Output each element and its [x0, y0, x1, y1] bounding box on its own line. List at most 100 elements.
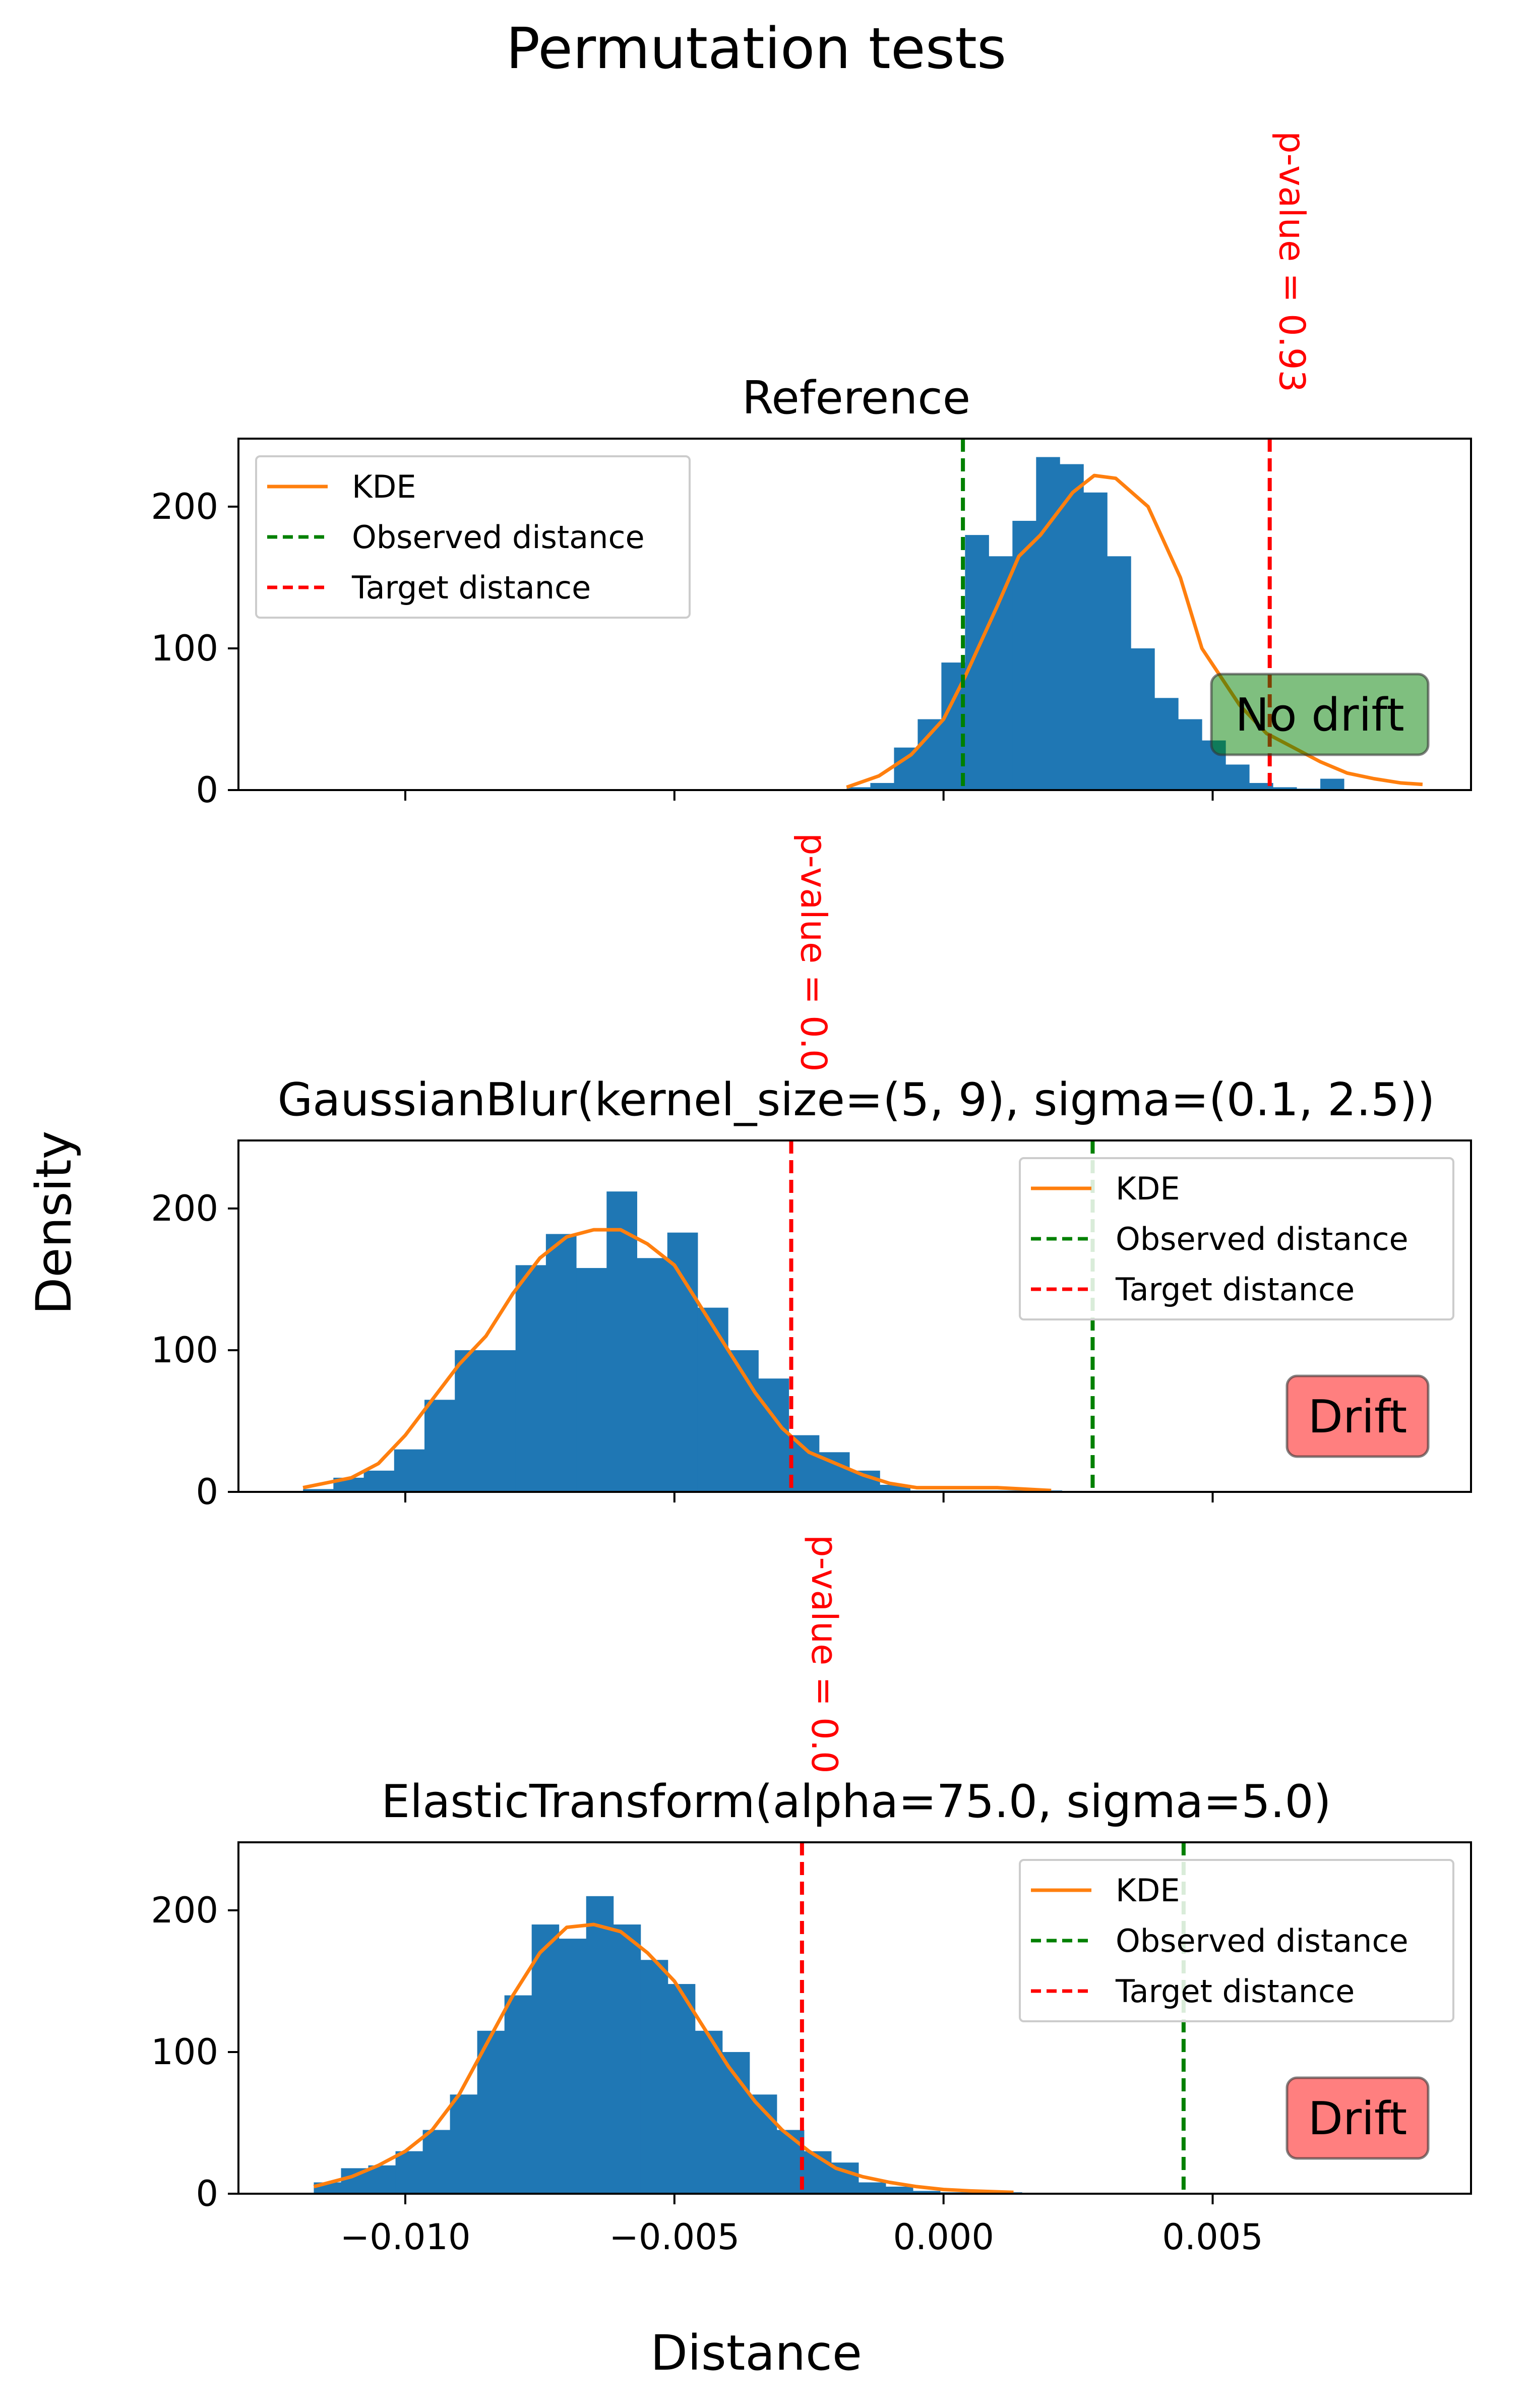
- histogram-bar: [394, 1449, 425, 1492]
- histogram-bar: [758, 1378, 789, 1492]
- legend-frame: [1019, 1859, 1454, 2022]
- p-value-label: p-value = 0.0: [793, 833, 834, 1072]
- histogram-bar: [477, 2030, 505, 2194]
- histogram-bar: [613, 1924, 641, 2194]
- histogram-bar: [846, 787, 871, 790]
- histogram-bar: [1107, 556, 1131, 790]
- histogram-bar: [424, 1400, 455, 1492]
- histogram-bar: [1131, 648, 1155, 790]
- histogram-bar: [667, 1232, 698, 1492]
- histogram-bar: [989, 556, 1013, 790]
- histogram-bar: [606, 1191, 638, 1492]
- status-box: [1285, 1374, 1430, 1458]
- histogram-bar: [637, 1258, 668, 1492]
- histogram-bar: [576, 1268, 607, 1492]
- histogram-bar: [722, 2052, 750, 2194]
- histogram-bar: [422, 2130, 451, 2194]
- x-tick-label: 0.005: [1162, 2216, 1263, 2258]
- status-box: [1285, 2076, 1430, 2160]
- histogram-bar: [545, 1234, 577, 1492]
- histogram-bar: [870, 782, 894, 790]
- histogram-bar: [368, 2165, 396, 2194]
- status-label: No drift: [1235, 689, 1404, 742]
- figure-suptitle: Permutation tests: [506, 16, 1007, 82]
- legend-target-distance-label: Target distance: [351, 569, 591, 606]
- x-tick-label: 0.000: [893, 2216, 994, 2258]
- legend-target-distance-label: Target distance: [1115, 1271, 1355, 1308]
- histogram-bar: [695, 2030, 723, 2194]
- histogram-bar: [515, 1265, 546, 1492]
- subplots: p-value = 0.93 Reference 0 100 200 KDE Observe…: [151, 131, 1472, 2258]
- subplot-title: GaussianBlur(kernel_size=(5, 9), sigma=(…: [277, 1073, 1435, 1126]
- subplot-2: p-value = 0.0GaussianBlur(kernel_size=(5…: [151, 833, 1472, 1513]
- x-tick-label: −0.005: [609, 2216, 740, 2258]
- histogram-bar: [885, 2186, 913, 2194]
- x-tick-label: −0.010: [340, 2216, 470, 2258]
- histogram-bar: [1060, 464, 1084, 790]
- y-tick-label: 200: [151, 1890, 218, 1931]
- axes-frame: [237, 1139, 1472, 1493]
- legend: KDE Observed distance Target distance: [1019, 1157, 1454, 1320]
- figure-ylabel: Density: [26, 1131, 82, 1315]
- histogram-bar: [697, 1307, 728, 1492]
- histogram-bar: [1178, 719, 1202, 790]
- axes-frame: [237, 1841, 1472, 2195]
- histogram-bar: [788, 1435, 820, 1492]
- histogram-bar: [303, 1489, 334, 1492]
- histogram-bar: [485, 1350, 516, 1492]
- histogram-bar: [917, 719, 942, 790]
- histogram-bar: [894, 747, 918, 790]
- histogram-bar: [776, 2130, 805, 2194]
- legend-frame: [255, 455, 691, 619]
- histogram-bar: [1154, 698, 1179, 790]
- histogram-bar: [1226, 764, 1250, 790]
- status-label: Drift: [1308, 1391, 1407, 1443]
- histogram-bar: [363, 1470, 395, 1492]
- histogram-bar: [667, 1984, 696, 2194]
- legend: KDE Observed distance Target distance: [1019, 1859, 1454, 2022]
- status-label: Drift: [1308, 2092, 1407, 2145]
- status-box: [1210, 673, 1430, 756]
- histogram-bar: [450, 2094, 478, 2194]
- p-value-label: p-value = 0.0: [804, 1535, 845, 1774]
- histogram-bar: [504, 1995, 532, 2194]
- histogram-bar: [1320, 778, 1344, 790]
- histogram-bar: [640, 1960, 668, 2194]
- histogram-bar: [586, 1896, 614, 2194]
- histogram-bar: [1036, 457, 1060, 790]
- y-tick-label: 100: [151, 628, 218, 669]
- y-tick-label: 200: [151, 1188, 218, 1229]
- subplot-3: p-value = 0.0ElasticTransform(alpha=75.0…: [151, 1535, 1472, 2258]
- kde-line: [846, 473, 1423, 789]
- histogram-bar: [395, 2151, 423, 2194]
- legend-observed-distance-label: Observed distance: [1116, 1221, 1408, 1257]
- legend-kde-label: KDE: [1116, 1170, 1180, 1207]
- legend-target-distance-label: Target distance: [1115, 1973, 1355, 2010]
- y-tick-label: 0: [196, 1471, 218, 1513]
- kde-line: [302, 1228, 1052, 1492]
- subplot-title: ElasticTransform(alpha=75.0, sigma=5.0): [381, 1775, 1331, 1828]
- legend-frame: [1019, 1157, 1454, 1320]
- p-value-label: p-value = 0.93: [1271, 131, 1313, 392]
- y-tick-label: 200: [151, 486, 218, 527]
- legend-kde-label: KDE: [1116, 1872, 1180, 1909]
- legend-observed-distance-label: Observed distance: [352, 519, 645, 556]
- figure-xlabel: Distance: [650, 2325, 862, 2381]
- histogram-bar: [858, 2182, 886, 2194]
- kde-line: [313, 1922, 1014, 2194]
- axes-frame: [237, 438, 1472, 791]
- y-tick-label: 100: [151, 2031, 218, 2073]
- legend-observed-distance-label: Observed distance: [1116, 1922, 1408, 1959]
- histogram-bar: [1273, 787, 1297, 790]
- histogram-bar: [965, 535, 989, 790]
- histogram-bar: [1083, 492, 1108, 790]
- y-tick-label: 0: [196, 769, 218, 811]
- histogram-bar: [559, 1939, 587, 2194]
- histogram-bar: [455, 1350, 485, 1492]
- y-tick-label: 0: [196, 2173, 218, 2214]
- subplot-title: Reference: [742, 372, 970, 425]
- legend: KDE Observed distance Target distance: [255, 455, 691, 619]
- histogram-bar: [1249, 782, 1273, 790]
- histogram-bar: [531, 1924, 560, 2194]
